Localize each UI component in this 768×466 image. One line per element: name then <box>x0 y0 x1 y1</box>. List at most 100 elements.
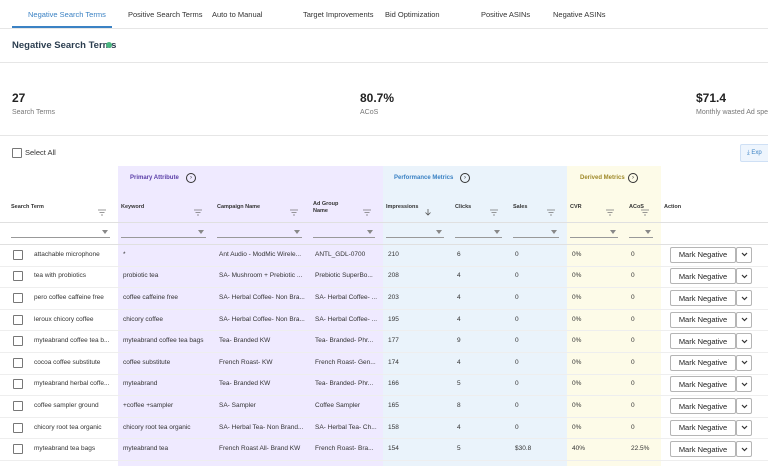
sort-icon[interactable] <box>424 203 432 216</box>
group-background <box>567 166 661 466</box>
row-menu-button[interactable] <box>736 441 752 458</box>
row-checkbox[interactable] <box>13 357 23 368</box>
filter-input[interactable] <box>217 227 302 238</box>
mark-negative-button[interactable]: Mark Negative <box>670 419 736 436</box>
table-cell: myteabrand <box>123 380 158 388</box>
mark-negative-button[interactable]: Mark Negative <box>670 333 736 350</box>
table-cell: 0 <box>515 337 519 345</box>
mark-negative-button[interactable]: Mark Negative <box>670 376 736 393</box>
row-checkbox[interactable] <box>13 444 23 455</box>
table-cell: 208 <box>388 272 399 280</box>
filter-menu-icon[interactable] <box>363 203 371 216</box>
group-toggle[interactable]: › <box>628 173 638 183</box>
row-menu-button[interactable] <box>736 333 752 350</box>
filter-input[interactable] <box>513 227 559 238</box>
group-toggle[interactable]: › <box>460 173 470 183</box>
filter-menu-icon[interactable] <box>290 203 298 216</box>
row-checkbox[interactable] <box>13 336 23 347</box>
mark-negative-button[interactable]: Mark Negative <box>670 246 736 263</box>
column-group-title: Derived Metrics <box>580 175 625 181</box>
filter-input[interactable] <box>121 227 206 238</box>
select-all-label[interactable]: Select All <box>25 148 56 157</box>
table-cell: myteabrand coffee tea bags <box>123 337 204 345</box>
filter-dropdown-icon <box>198 230 204 234</box>
chevron-down <box>741 404 747 408</box>
menu-lines <box>363 209 371 216</box>
row-checkbox[interactable] <box>13 249 23 260</box>
filter-input[interactable] <box>11 227 110 238</box>
table-cell: 0% <box>572 358 582 366</box>
tab[interactable]: Bid Optimization <box>385 10 440 19</box>
row-menu-button[interactable] <box>736 376 752 393</box>
filter-menu-icon[interactable] <box>606 203 614 216</box>
row-checkbox[interactable] <box>13 379 23 390</box>
select-all-checkbox[interactable] <box>12 148 22 158</box>
row-checkbox[interactable] <box>13 422 23 433</box>
mark-negative-button[interactable]: Mark Negative <box>670 311 736 328</box>
filter-menu-icon[interactable] <box>194 203 202 216</box>
column-header: Clicks <box>455 204 472 210</box>
table-cell: Ant Audio - ModMic Wirele... <box>219 250 301 258</box>
row-divider <box>0 265 768 267</box>
filter-menu-icon[interactable] <box>490 203 498 216</box>
row-menu-button[interactable] <box>736 311 752 328</box>
mark-negative-button[interactable]: Mark Negative <box>670 290 736 306</box>
mark-negative-button[interactable]: Mark Negative <box>670 268 736 285</box>
row-menu-button[interactable] <box>736 398 752 414</box>
filter-dropdown-icon <box>102 230 108 234</box>
stat-label: Monthly wasted Ad spe <box>696 109 768 116</box>
table-cell: 0 <box>631 250 635 258</box>
row-menu-button[interactable] <box>736 290 752 306</box>
filter-input[interactable] <box>313 227 375 238</box>
row-menu-button[interactable] <box>736 419 752 436</box>
row-checkbox[interactable] <box>13 314 23 325</box>
group-toggle[interactable]: › <box>186 173 196 183</box>
row-checkbox[interactable] <box>13 401 23 411</box>
page-title: Negative Search Terms <box>12 40 117 51</box>
mark-negative-button[interactable]: Mark Negative <box>670 354 736 371</box>
filter-input[interactable] <box>455 227 502 238</box>
row-divider <box>0 416 768 418</box>
column-header: Action <box>664 204 682 210</box>
active-tab-indicator <box>12 26 112 28</box>
tab[interactable]: Positive Search Terms <box>128 10 203 19</box>
table-cell: 0 <box>515 358 519 366</box>
mark-negative-button[interactable]: Mark Negative <box>670 398 736 414</box>
table-cell: Tea- Branded KW <box>219 380 271 388</box>
filter-menu-icon[interactable] <box>547 203 555 216</box>
table-cell: myteabrand tea <box>123 445 169 453</box>
table-cell: +coffee +sampler <box>123 402 174 409</box>
tab[interactable]: Negative ASINs <box>553 10 606 19</box>
tab[interactable]: Auto to Manual <box>212 10 263 19</box>
divider <box>0 62 768 63</box>
tab[interactable]: Target Improvements <box>303 10 374 19</box>
table-cell: SA- Herbal Coffee- ... <box>315 315 378 323</box>
row-menu-button[interactable] <box>736 354 752 371</box>
table-cell: 0% <box>572 294 582 301</box>
column-header: CVR <box>570 204 582 210</box>
row-checkbox[interactable] <box>13 293 23 303</box>
row-menu-button[interactable] <box>736 246 752 263</box>
row-checkbox[interactable] <box>13 271 23 282</box>
table-cell: 0% <box>572 315 582 323</box>
status-dot <box>106 42 112 48</box>
tab[interactable]: Negative Search Terms <box>28 10 106 19</box>
chevron-down <box>741 425 747 430</box>
stat-value: 80.7% <box>360 91 395 105</box>
column-group-title: Primary Attribute <box>130 175 179 181</box>
filter-input[interactable] <box>629 227 653 238</box>
table-cell: SA- Herbal Tea- Non Brand... <box>219 423 304 431</box>
menu-lines <box>98 209 106 216</box>
filter-menu-icon[interactable] <box>98 203 106 216</box>
export-button[interactable]: ⤓ Exp <box>740 144 768 162</box>
filter-menu-icon[interactable] <box>641 203 649 216</box>
filter-input[interactable] <box>570 227 618 238</box>
filter-input[interactable] <box>386 227 444 238</box>
table-cell: attachable microphone <box>34 250 100 258</box>
mark-negative-button[interactable]: Mark Negative <box>670 441 736 458</box>
filter-dropdown-icon <box>645 230 651 234</box>
tab[interactable]: Positive ASINs <box>481 10 531 19</box>
row-menu-button[interactable] <box>736 268 752 285</box>
table-cell: 0 <box>515 272 519 280</box>
table-cell: 158 <box>388 423 399 431</box>
